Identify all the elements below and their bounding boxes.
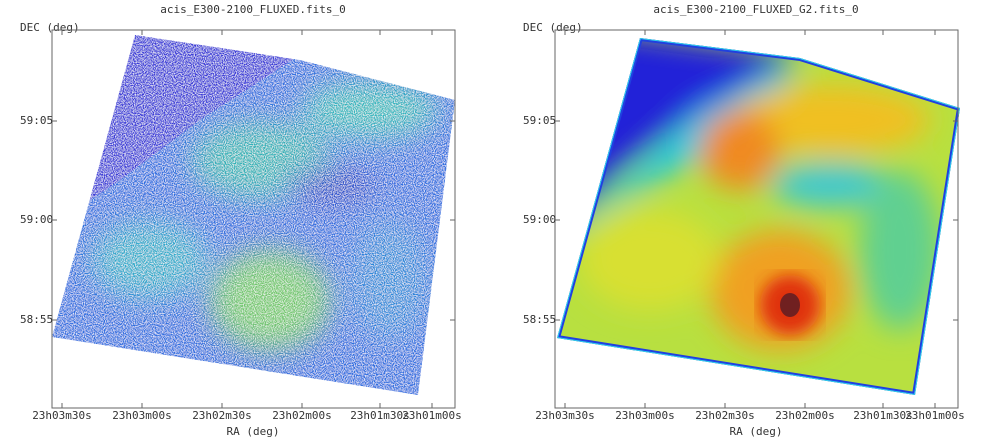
x-axis-label: RA (deg) <box>227 425 280 438</box>
x-tick-label: 23h01m00s <box>905 409 965 422</box>
x-axis-label: RA (deg) <box>730 425 783 438</box>
x-tick-label: 23h02m30s <box>192 409 252 422</box>
panel-title: acis_E300-2100_FLUXED_G2.fits_0 <box>653 3 858 16</box>
y-axis-label: DEC (deg) <box>20 21 80 34</box>
panel-title: acis_E300-2100_FLUXED.fits_0 <box>160 3 345 16</box>
x-tick-label: 23h02m00s <box>272 409 332 422</box>
y-tick-label: 59:05 <box>523 114 556 127</box>
x-tick-label: 23h01m30s <box>853 409 913 422</box>
x-tick-label: 23h01m30s <box>350 409 410 422</box>
y-tick-label: 59:00 <box>523 213 556 226</box>
y-tick-label: 58:55 <box>20 313 53 326</box>
x-tick-label: 23h01m00s <box>402 409 462 422</box>
x-tick-label: 23h02m30s <box>695 409 755 422</box>
y-axis-label: DEC (deg) <box>523 21 583 34</box>
image-raw <box>52 35 455 395</box>
y-tick-label: 59:05 <box>20 114 53 127</box>
y-tick-label: 58:55 <box>523 313 556 326</box>
x-tick-label: 23h03m30s <box>32 409 92 422</box>
x-tick-label: 23h02m00s <box>775 409 835 422</box>
y-tick-label: 59:00 <box>20 213 53 226</box>
image-smoothed <box>557 38 960 395</box>
x-tick-label: 23h03m30s <box>535 409 595 422</box>
panel: acis_E300-2100_FLUXED.fits_0 DEC (deg) RA … <box>20 3 462 438</box>
frame <box>51 29 456 409</box>
frame <box>554 29 959 409</box>
x-tick-label: 23h03m00s <box>615 409 675 422</box>
panel: acis_E300-2100_FLUXED_G2.fits_0 DEC (deg)… <box>523 3 965 438</box>
x-tick-label: 23h03m00s <box>112 409 172 422</box>
